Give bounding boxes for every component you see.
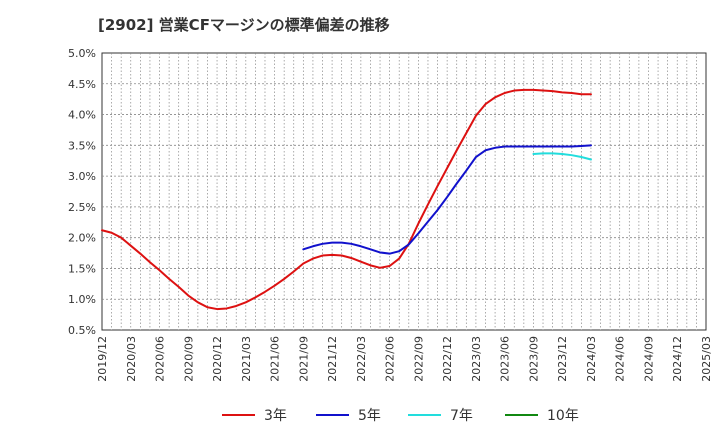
x-tick-label: 2023/12	[556, 336, 569, 382]
series-line-0	[101, 88, 592, 311]
x-tick-label: 2020/12	[211, 336, 224, 382]
y-tick-label: 5.0%	[68, 47, 96, 60]
y-tick-label: 1.5%	[68, 262, 96, 275]
x-axis-ticks: 2019/12 2020/03 2020/06 2020/09 2020/12 2021/…	[96, 336, 713, 382]
x-tick-label: 2021/12	[326, 336, 339, 382]
y-tick-label: 3.0%	[68, 170, 96, 183]
x-tick-label: 2024/09	[642, 336, 655, 382]
y-tick-label: 4.5%	[68, 78, 96, 91]
series-lines	[101, 88, 592, 311]
y-tick-label: 1.0%	[68, 293, 96, 306]
x-tick-label: 2023/06	[499, 336, 512, 382]
legend-label-1: 5年	[358, 408, 381, 424]
x-tick-label: 2022/12	[441, 336, 454, 382]
chart-title: [2902] 営業CFマージンの標準偏差の推移	[98, 16, 390, 34]
y-axis-ticks: 0.5% 1.0% 1.5% 2.0% 2.5% 3.0% 3.5% 4.0% 4.5% 5.0%	[68, 47, 96, 337]
x-tick-label: 2020/06	[154, 336, 167, 382]
x-tick-label: 2020/09	[182, 336, 195, 382]
y-tick-label: 2.5%	[68, 201, 96, 214]
x-tick-label: 2024/03	[585, 336, 598, 382]
x-tick-label: 2022/09	[412, 336, 425, 382]
x-tick-label: 2024/06	[614, 336, 627, 382]
series-line-1	[302, 144, 592, 255]
x-tick-label: 2025/03	[700, 336, 713, 382]
y-tick-label: 3.5%	[68, 139, 96, 152]
plot-area	[101, 52, 707, 331]
x-tick-label: 2023/03	[470, 336, 483, 382]
legend: 3年 5年 7年 10年	[222, 408, 579, 424]
y-tick-label: 0.5%	[68, 324, 96, 337]
x-tick-label: 2024/12	[671, 336, 684, 382]
x-tick-label: 2022/03	[355, 336, 368, 382]
grid-lines	[102, 53, 706, 330]
legend-label-2: 7年	[450, 408, 473, 424]
x-tick-label: 2022/06	[384, 336, 397, 382]
x-tick-label: 2021/06	[269, 336, 282, 382]
x-tick-label: 2021/03	[240, 336, 253, 382]
x-tick-label: 2021/09	[297, 336, 310, 382]
series-line-2	[532, 152, 592, 161]
x-tick-label: 2023/09	[527, 336, 540, 382]
legend-label-0: 3年	[264, 408, 287, 424]
x-tick-label: 2019/12	[96, 336, 109, 382]
legend-label-3: 10年	[547, 408, 579, 424]
y-tick-label: 2.0%	[68, 232, 96, 245]
y-tick-label: 4.0%	[68, 109, 96, 122]
x-tick-label: 2020/03	[125, 336, 138, 382]
